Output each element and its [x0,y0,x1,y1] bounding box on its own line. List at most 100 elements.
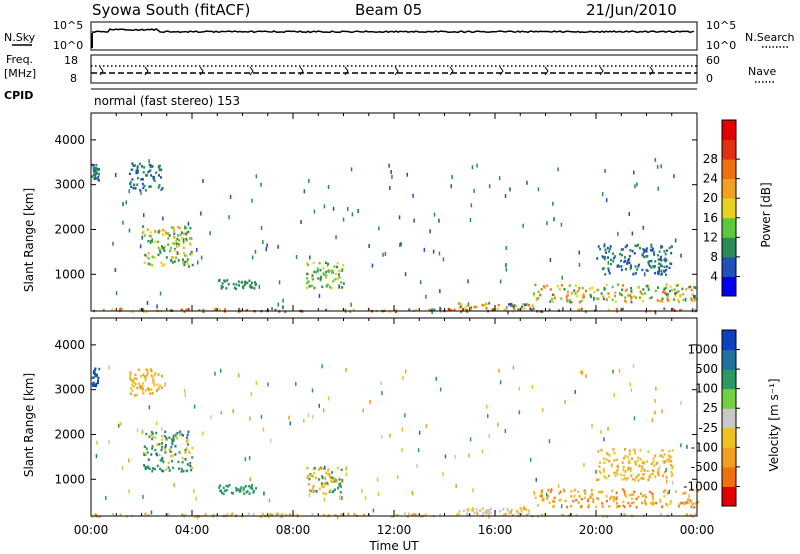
data-cell [668,289,671,293]
data-cell [642,494,645,498]
data-cell [617,465,620,469]
data-cell [609,497,612,501]
data-cell [149,263,152,266]
data-cell [466,508,468,512]
isolated-echo [680,400,682,405]
data-cell [662,460,665,463]
data-cell [558,492,561,495]
isolated-echo [249,416,251,421]
data-cell [620,248,623,251]
data-cell [154,436,157,439]
isolated-echo [142,494,144,499]
isolated-echo [307,413,310,418]
data-cell [652,460,655,463]
data-cell [247,512,250,515]
data-cell [251,286,254,289]
data-cell [249,284,252,287]
data-cell [549,490,552,493]
data-cell [95,382,98,386]
data-cell [668,266,671,270]
isolated-echo [150,510,153,515]
data-cell [306,286,309,290]
data-cell [327,469,330,472]
isolated-echo [562,307,564,312]
data-cell [630,286,633,290]
data-cell [190,252,193,256]
isolated-echo [347,207,349,211]
data-cell [469,306,472,309]
data-cell [670,252,673,255]
isolated-echo [439,387,442,392]
data-cell [553,496,556,500]
data-cell [186,443,189,446]
data-cell [130,185,133,188]
data-cell [614,291,617,294]
data-cell [675,490,677,493]
isolated-echo [402,375,404,380]
beam-title: Beam 05 [355,1,422,19]
isolated-echo [628,212,630,216]
data-cell [642,247,645,251]
data-cell [139,308,142,311]
noise-trace [91,28,695,48]
data-cell [183,310,186,313]
data-cell [185,254,188,257]
data-cell [651,492,654,495]
isolated-echo [472,488,474,493]
data-cell [591,492,593,496]
freq-blip [449,66,454,76]
isolated-echo [323,497,325,502]
data-cell [186,258,189,261]
data-cell [182,241,185,244]
data-cell [637,473,640,477]
data-cell [574,284,577,287]
data-cell [639,290,642,293]
isolated-echo [535,477,537,482]
data-cell [535,297,538,300]
isolated-echo [634,184,636,189]
data-cell [342,282,345,285]
data-cell [151,392,154,395]
data-cell [152,177,155,181]
data-cell [147,251,150,255]
isolated-echo [578,250,580,255]
data-cell [339,482,342,485]
data-cell [629,249,632,252]
isolated-echo [376,477,379,482]
data-cell [648,474,651,477]
data-cell [305,281,308,285]
data-cell [665,249,668,252]
data-cell [668,457,671,461]
data-cell [408,512,410,515]
data-cell [486,511,489,515]
isolated-echo [418,430,421,435]
isolated-echo [300,220,302,224]
data-cell [158,164,161,168]
data-cell [184,260,186,264]
isolated-echo [557,483,560,488]
data-cell [694,295,696,298]
data-cell [202,310,205,313]
isolated-echo [186,439,189,444]
y-tick-label: 1000 [54,472,85,486]
data-cell [488,509,491,513]
data-cell [676,283,679,287]
isolated-echo [604,169,606,173]
data-cell [598,470,601,473]
data-cell [96,167,99,171]
data-cell [153,467,156,471]
data-cell [544,286,546,289]
data-cell [160,459,163,462]
data-cell [642,473,645,476]
data-cell [458,510,461,513]
data-cell [665,502,668,506]
data-cell [645,250,648,253]
isolated-echo [417,448,420,453]
data-cell [337,277,340,280]
data-cell [179,433,182,436]
data-cell [172,436,175,440]
data-cell [160,245,163,248]
colorbar-tick-label: 28 [703,152,718,166]
data-cell [180,467,183,471]
data-cell [488,302,491,305]
